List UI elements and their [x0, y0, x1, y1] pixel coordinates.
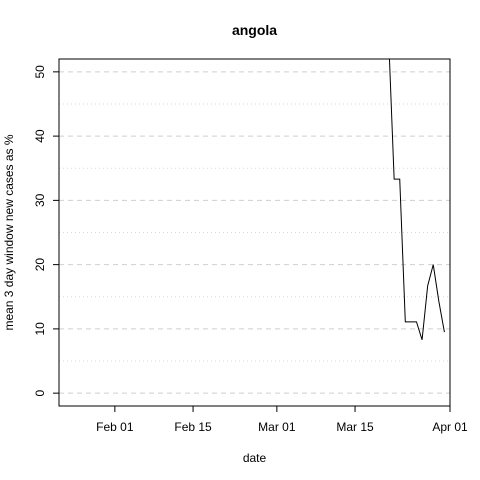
x-tick-label: Apr 01 — [432, 420, 468, 434]
y-tick-label: 10 — [33, 322, 47, 336]
x-tick-label: Feb 01 — [96, 420, 134, 434]
y-axis-label: mean 3 day window new cases as % — [2, 134, 16, 330]
x-tick-label: Mar 15 — [336, 420, 374, 434]
chart-title: angola — [232, 22, 277, 38]
y-tick-label: 30 — [33, 193, 47, 207]
series-layer — [388, 59, 445, 340]
y-axis: 0 10 20 30 40 50 — [33, 65, 60, 396]
series-line — [388, 59, 445, 340]
x-tick-label: Feb 15 — [174, 420, 212, 434]
y-tick-label: 50 — [33, 65, 47, 79]
x-tick-label: Mar 01 — [258, 420, 296, 434]
grid — [59, 71, 450, 394]
y-tick-label: 20 — [33, 258, 47, 272]
x-axis-label: date — [243, 451, 267, 465]
y-tick-label: 40 — [33, 129, 47, 143]
y-tick-label: 0 — [33, 389, 47, 396]
x-axis: Feb 01 Feb 15 Mar 01 Mar 15 Apr 01 — [96, 405, 468, 434]
